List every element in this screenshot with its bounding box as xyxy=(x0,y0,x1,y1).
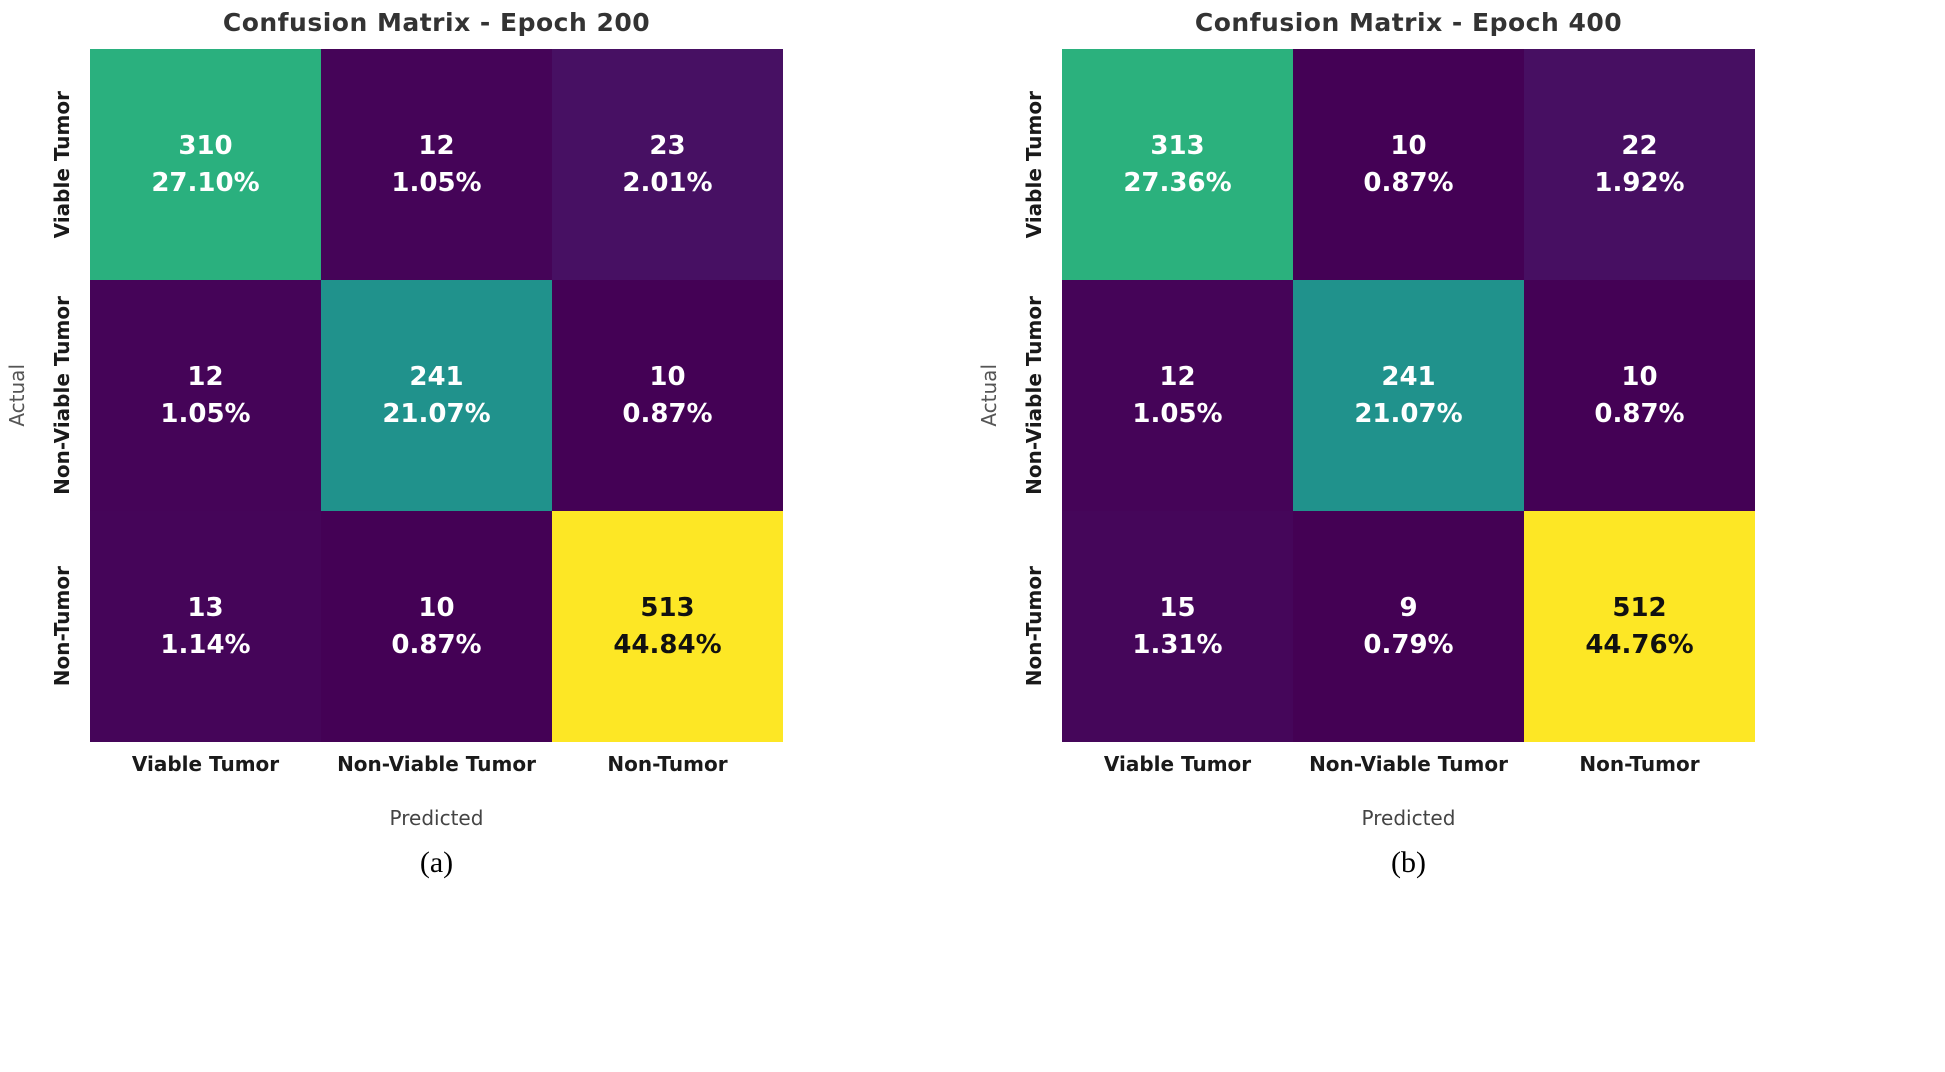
xtick-label: Viable Tumor xyxy=(1103,752,1252,776)
cell-count: 241 xyxy=(409,362,464,393)
y-axis-label: Actual xyxy=(977,364,1001,427)
plot-area: Actual Viable Tumor Non-Viable Tumor Non-T… xyxy=(972,49,1944,742)
cell-percent: 21.07% xyxy=(1354,398,1463,429)
cell-count: 15 xyxy=(1159,593,1196,624)
matrix-cell: 241 21.07% xyxy=(321,280,552,511)
matrix-cell: 9 0.79% xyxy=(1293,511,1524,742)
confusion-matrix-panel-b: Confusion Matrix - Epoch 400 Actual Viab… xyxy=(972,0,1944,1072)
cell-count: 13 xyxy=(187,593,224,624)
cell-percent: 0.79% xyxy=(1363,629,1454,660)
subfigure-caption: (b) xyxy=(1391,846,1426,879)
matrix-cell: 23 2.01% xyxy=(552,49,783,280)
cell-count: 241 xyxy=(1381,362,1436,393)
matrix-cell: 10 0.87% xyxy=(1524,280,1755,511)
subfigure-caption: (a) xyxy=(419,846,454,879)
cell-count: 12 xyxy=(1159,362,1196,393)
plot-area: Actual Viable Tumor Non-Viable Tumor Non-T… xyxy=(0,49,972,742)
cell-count: 9 xyxy=(1399,593,1418,624)
matrix-cell: 15 1.31% xyxy=(1062,511,1293,742)
matrix-cell: 310 27.10% xyxy=(90,49,321,280)
matrix-cell: 241 21.07% xyxy=(1293,280,1524,511)
cell-percent: 1.92% xyxy=(1594,167,1685,198)
matrix-cell: 10 0.87% xyxy=(1293,49,1524,280)
matrix-cell: 10 0.87% xyxy=(552,280,783,511)
matrix-cell: 12 1.05% xyxy=(90,280,321,511)
cell-percent: 0.87% xyxy=(1363,167,1454,198)
chart-title: Confusion Matrix - Epoch 200 xyxy=(222,8,651,37)
ytick-label: Non-Tumor xyxy=(1022,566,1046,687)
cell-count: 10 xyxy=(649,362,686,393)
ytick-label: Non-Tumor xyxy=(50,566,74,687)
matrix-cell: 512 44.76% xyxy=(1524,511,1755,742)
cell-percent: 0.87% xyxy=(391,629,482,660)
confusion-matrix-panel-a: Confusion Matrix - Epoch 200 Actual Viab… xyxy=(0,0,972,1072)
xtick-labels: Viable Tumor Non-Viable Tumor Non-Tumor xyxy=(1062,752,1755,776)
ytick-label: Non-Viable Tumor xyxy=(1022,296,1046,495)
cell-percent: 0.87% xyxy=(622,398,713,429)
x-axis-label: Predicted xyxy=(389,806,484,830)
cell-percent: 1.05% xyxy=(1132,398,1223,429)
cell-percent: 27.10% xyxy=(151,167,260,198)
cell-percent: 2.01% xyxy=(622,167,713,198)
heatmap: 313 27.36% 10 0.87% 22 1.92% 12 1.05% 241 21.07% 1… xyxy=(1062,49,1755,742)
cell-count: 10 xyxy=(418,593,455,624)
cell-count: 512 xyxy=(1612,593,1667,624)
x-axis-label: Predicted xyxy=(1361,806,1456,830)
cell-percent: 1.05% xyxy=(391,167,482,198)
ytick-labels: Viable Tumor Non-Viable Tumor Non-Tumor xyxy=(34,49,90,742)
cell-percent: 1.14% xyxy=(160,629,251,660)
xtick-labels: Viable Tumor Non-Viable Tumor Non-Tumor xyxy=(90,752,783,776)
cell-count: 12 xyxy=(418,131,455,162)
matrix-cell: 12 1.05% xyxy=(1062,280,1293,511)
cell-count: 513 xyxy=(640,593,695,624)
cell-count: 10 xyxy=(1621,362,1658,393)
cell-count: 12 xyxy=(187,362,224,393)
xtick-label: Non-Tumor xyxy=(1579,752,1700,776)
cell-percent: 27.36% xyxy=(1123,167,1232,198)
cell-percent: 44.76% xyxy=(1585,629,1694,660)
matrix-cell: 10 0.87% xyxy=(321,511,552,742)
ytick-label: Viable Tumor xyxy=(50,90,74,239)
cell-count: 313 xyxy=(1150,131,1205,162)
ytick-labels: Viable Tumor Non-Viable Tumor Non-Tumor xyxy=(1006,49,1062,742)
cell-count: 23 xyxy=(649,131,686,162)
matrix-cell: 22 1.92% xyxy=(1524,49,1755,280)
chart-title: Confusion Matrix - Epoch 400 xyxy=(1194,8,1623,37)
xtick-label: Non-Viable Tumor xyxy=(337,752,536,776)
cell-percent: 21.07% xyxy=(382,398,491,429)
matrix-cell: 12 1.05% xyxy=(321,49,552,280)
y-axis-label: Actual xyxy=(5,364,29,427)
ytick-label: Non-Viable Tumor xyxy=(50,296,74,495)
cell-percent: 1.05% xyxy=(160,398,251,429)
matrix-cell: 513 44.84% xyxy=(552,511,783,742)
matrix-cell: 313 27.36% xyxy=(1062,49,1293,280)
xtick-label: Non-Tumor xyxy=(607,752,728,776)
xtick-label: Viable Tumor xyxy=(131,752,280,776)
cell-count: 22 xyxy=(1621,131,1658,162)
heatmap: 310 27.10% 12 1.05% 23 2.01% 12 1.05% 241 21.07% 1… xyxy=(90,49,783,742)
cell-percent: 44.84% xyxy=(613,629,722,660)
matrix-cell: 13 1.14% xyxy=(90,511,321,742)
ytick-label: Viable Tumor xyxy=(1022,90,1046,239)
cell-count: 310 xyxy=(178,131,233,162)
cell-count: 10 xyxy=(1390,131,1427,162)
xtick-label: Non-Viable Tumor xyxy=(1309,752,1508,776)
cell-percent: 1.31% xyxy=(1132,629,1223,660)
cell-percent: 0.87% xyxy=(1594,398,1685,429)
